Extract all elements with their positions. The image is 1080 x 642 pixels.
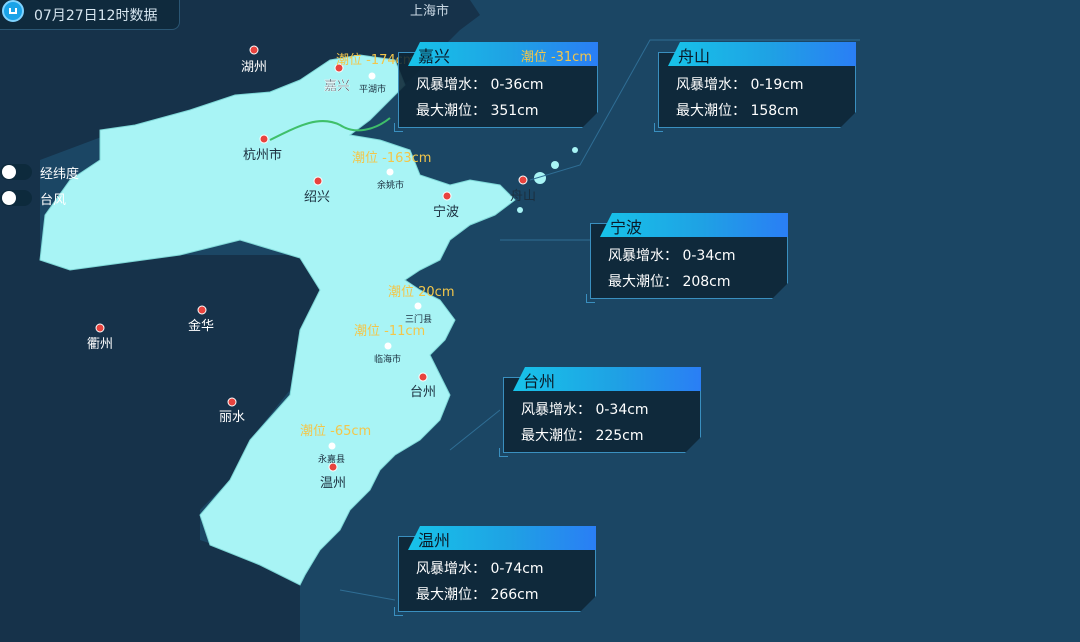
- card-wenzhou[interactable]: 温州 风暴增水： 0-74cm 最大潮位： 266cm: [394, 526, 596, 616]
- connector-taizhou: [449, 409, 501, 451]
- card-title: 舟山: [678, 47, 711, 66]
- card-corner: [499, 448, 508, 457]
- city-label-shaoxing: 绍兴: [304, 190, 330, 205]
- city-marker-taizhou[interactable]: [418, 372, 428, 382]
- station-marker-sanmen[interactable]: [414, 302, 422, 310]
- city-label-lishui: 丽水: [219, 410, 245, 425]
- card-title: 温州: [418, 531, 451, 550]
- station-marker-pinghu[interactable]: [368, 72, 376, 80]
- city-label-ningbo: 宁波: [433, 204, 459, 220]
- toggle-label: 台风: [40, 193, 67, 208]
- city-marker-wenzhou[interactable]: [328, 462, 338, 472]
- city-marker-ningbo[interactable]: [442, 191, 452, 201]
- tide-label-b: 潮位 -163cm: [352, 151, 431, 166]
- card-max-tide: 最大潮位： 351cm: [416, 103, 539, 119]
- card-header: [408, 526, 596, 550]
- card-surge: 风暴增水： 0-34cm: [521, 402, 649, 418]
- tide-label-c: 潮位 20cm: [388, 285, 455, 300]
- station-label-yuyao: 余姚市: [377, 179, 404, 191]
- city-label-huzhou: 湖州: [241, 60, 267, 75]
- card-jiaxing[interactable]: 嘉兴 潮位 -31cm 风暴增水： 0-36cm 最大潮位： 351cm: [394, 42, 598, 132]
- station-label-pinghu: 平湖市: [359, 83, 386, 95]
- toggle-knob: [2, 191, 16, 205]
- city-label-shanghai: 上海市: [410, 3, 449, 19]
- card-title: 嘉兴: [418, 47, 451, 66]
- card-surge: 风暴增水： 0-34cm: [608, 248, 736, 264]
- card-corner: [654, 123, 663, 132]
- station-marker-yuyao[interactable]: [386, 168, 394, 176]
- card-taizhou[interactable]: 台州 风暴增水： 0-34cm 最大潮位： 225cm: [499, 367, 701, 457]
- tide-label-d: 潮位 -11cm: [354, 324, 425, 339]
- toggle-track[interactable]: [0, 190, 32, 206]
- card-header: [408, 42, 598, 66]
- tide-label-a: 潮位 -174cm: [336, 53, 415, 68]
- city-markers: [95, 45, 528, 472]
- card-surge: 风暴增水： 0-36cm: [416, 77, 544, 93]
- city-marker-quzhou[interactable]: [95, 323, 105, 333]
- toggle-label: 经纬度: [40, 167, 80, 182]
- city-label-jinhua: 金华: [188, 318, 214, 334]
- qiantang-river: [269, 117, 391, 141]
- card-surge: 风暴增水： 0-19cm: [676, 77, 804, 93]
- island: [534, 172, 546, 184]
- city-label-hangzhou: 杭州市: [243, 147, 282, 163]
- date-label: 07月27日12时数据: [34, 8, 158, 24]
- card-ningbo[interactable]: 宁波 风暴增水： 0-34cm 最大潮位： 208cm: [586, 213, 788, 303]
- tide-label-e: 潮位 -65cm: [300, 424, 371, 439]
- card-tide: 潮位 -31cm: [520, 50, 592, 65]
- island: [551, 161, 559, 169]
- city-marker-huzhou[interactable]: [249, 45, 259, 55]
- city-marker-lishui[interactable]: [227, 397, 237, 407]
- city-marker-shaoxing[interactable]: [313, 176, 323, 186]
- city-marker-jiaxing[interactable]: [334, 63, 344, 73]
- city-label-quzhou: 衢州: [87, 337, 113, 352]
- station-label-sanmen: 三门县: [405, 313, 432, 325]
- home-icon[interactable]: [2, 0, 24, 22]
- card-max-tide: 最大潮位： 158cm: [676, 103, 799, 119]
- card-title: 台州: [523, 372, 556, 391]
- card-corner: [586, 294, 595, 303]
- city-label-jiaxing: 嘉兴: [324, 79, 350, 94]
- neighbor-land-west: [0, 0, 470, 642]
- city-marker-hangzhou[interactable]: [259, 134, 269, 144]
- card-title: 宁波: [610, 218, 643, 237]
- station-label-linhai: 临海市: [374, 353, 401, 365]
- card-max-tide: 最大潮位： 266cm: [416, 587, 539, 603]
- island: [517, 207, 523, 213]
- card-max-tide: 最大潮位： 208cm: [608, 274, 731, 290]
- station-label-wenzhou-county: 永嘉县: [318, 453, 345, 465]
- city-marker-jinhua[interactable]: [197, 305, 207, 315]
- date-bar: 07月27日12时数据: [0, 0, 180, 30]
- card-max-tide: 最大潮位： 225cm: [521, 428, 644, 444]
- city-marker-zhoushan[interactable]: [518, 175, 528, 185]
- toggle-knob: [2, 165, 16, 179]
- station-marker-linhai[interactable]: [384, 342, 392, 350]
- card-surge: 风暴增水： 0-74cm: [416, 561, 544, 577]
- city-label-wenzhou: 温州: [320, 476, 346, 491]
- station-markers: [328, 72, 422, 450]
- island: [572, 147, 578, 153]
- card-zhoushan[interactable]: 舟山 风暴增水： 0-19cm 最大潮位： 158cm: [654, 42, 856, 132]
- connector-wenzhou: [339, 589, 396, 601]
- card-header: [513, 367, 701, 391]
- card-header: [668, 42, 856, 66]
- city-label-taizhou: 台州: [410, 385, 436, 400]
- city-label-zhoushan: 舟山: [510, 189, 536, 204]
- card-corner: [394, 123, 403, 132]
- card-corner: [394, 607, 403, 616]
- station-marker-wenzhou-county[interactable]: [328, 442, 336, 450]
- zhejiang-province[interactable]: [39, 54, 516, 586]
- card-header: [600, 213, 788, 237]
- toggle-track[interactable]: [0, 164, 32, 180]
- connector-zhoushan: [529, 39, 860, 181]
